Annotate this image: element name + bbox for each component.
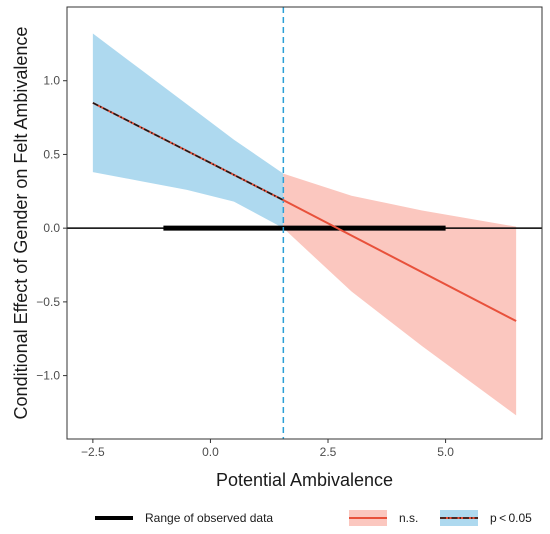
y-tick-label: −1.0 bbox=[36, 369, 60, 383]
effect-lines bbox=[92, 101, 517, 322]
legend-label: Range of observed data bbox=[145, 511, 273, 525]
x-tick-label: −2.5 bbox=[81, 445, 105, 459]
reference-lines bbox=[67, 7, 542, 439]
confidence-band-ns bbox=[283, 173, 517, 416]
plot-panel-border bbox=[66, 6, 543, 440]
y-axis-title: Conditional Effect of Gender on Felt Amb… bbox=[11, 27, 31, 420]
legend-key-ns bbox=[349, 510, 387, 526]
legend: Range of observed data n.s. p < 0.05 bbox=[95, 510, 532, 526]
legend-label: p < 0.05 bbox=[490, 511, 532, 525]
x-tick-label: 2.5 bbox=[320, 445, 337, 459]
effect-line-ns bbox=[282, 199, 517, 322]
y-tick-label: 0.5 bbox=[43, 147, 60, 161]
confidence-band-significant bbox=[92, 33, 284, 229]
x-tick-label: 0.0 bbox=[202, 445, 219, 459]
effect-line-significant-dashdot bbox=[92, 102, 284, 201]
x-axis: −2.5 0.0 2.5 5.0 bbox=[81, 439, 454, 459]
legend-key-significant bbox=[440, 510, 478, 526]
x-tick-label: 5.0 bbox=[437, 445, 454, 459]
y-tick-label: 1.0 bbox=[43, 74, 60, 88]
y-tick-label: 0.0 bbox=[43, 221, 60, 235]
legend-label: n.s. bbox=[399, 511, 418, 525]
y-axis: 1.0 0.5 0.0 −0.5 −1.0 bbox=[36, 74, 67, 383]
y-tick-label: −0.5 bbox=[36, 295, 60, 309]
confidence-bands bbox=[92, 33, 517, 416]
x-axis-title: Potential Ambivalence bbox=[216, 470, 393, 490]
